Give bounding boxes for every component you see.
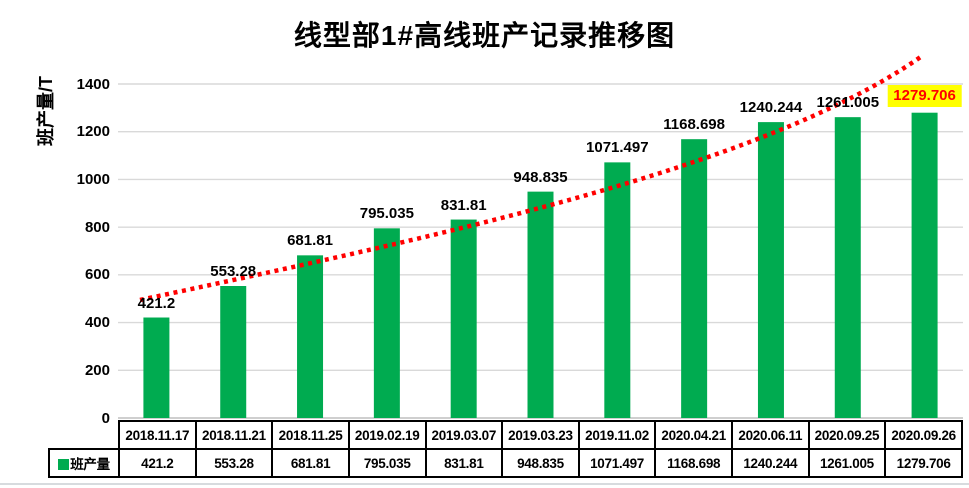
bar-value-label: 681.81 (287, 232, 333, 250)
bar-value-label: 1071.497 (586, 139, 649, 157)
table-value-cell: 1168.698 (654, 448, 733, 478)
table-date-cell: 2019.02.19 (347, 420, 427, 450)
table-value-cell: 1261.005 (807, 448, 887, 478)
window-bottom-edge (0, 483, 969, 485)
y-axis-tick-label: 1200 (76, 123, 110, 141)
bar-value-label: 795.035 (359, 205, 414, 223)
bar (143, 317, 170, 418)
y-axis-tick-label: 200 (84, 361, 110, 379)
table-date-cell: 2020.06.11 (731, 420, 810, 450)
bar (681, 139, 708, 418)
table-value-cell: 1279.706 (884, 448, 963, 478)
table-date-cell: 2020.09.25 (807, 420, 887, 450)
bar (527, 191, 554, 418)
table-value-cell: 831.81 (424, 448, 504, 478)
y-axis-tick-label: 400 (84, 314, 110, 332)
bar (911, 112, 938, 418)
bar-value-label-highlighted: 1279.706 (887, 84, 962, 107)
bar-value-label: 948.835 (513, 168, 568, 186)
data-table: 2018.11.17 2018.11.21 2018.11.25 2019.02.19… (48, 420, 963, 478)
bar-value-label: 421.2 (137, 294, 176, 312)
table-date-cell: 2018.11.17 (118, 420, 197, 450)
bar-value-label: 553.28 (210, 263, 257, 280)
legend-label: 班产量 (70, 457, 110, 472)
table-value-cell: 1071.497 (577, 448, 657, 478)
bar-value-label: 831.81 (440, 196, 487, 214)
table-date-cell: 2019.11.02 (577, 420, 657, 450)
y-axis-tick-label: 0 (101, 409, 110, 427)
corner-cell (49, 421, 119, 449)
table-date-cell: 2018.11.25 (271, 420, 350, 450)
table-legend-cell: 班产量 (48, 448, 120, 478)
y-axis-tick-label: 800 (84, 218, 110, 236)
chart-title: 线型部1#高线班产记录推移图 (293, 20, 676, 51)
table-date-cell: 2018.11.21 (194, 420, 274, 450)
bar (373, 228, 400, 418)
bar-value-label: 1168.698 (663, 116, 725, 134)
table-value-cell: 795.035 (347, 448, 427, 478)
bar (604, 162, 631, 418)
table-value-cell: 681.81 (271, 448, 350, 478)
bar (297, 255, 324, 418)
y-axis-tick-label: 1400 (76, 75, 110, 93)
table-value-cell: 948.835 (501, 448, 580, 478)
y-axis-tick-label: 600 (84, 266, 110, 284)
bar (834, 117, 861, 419)
bar-value-label: 1261.005 (816, 94, 880, 112)
legend-swatch (58, 459, 70, 470)
table-date-cell: 2019.03.23 (501, 420, 580, 450)
bar-value-label: 1240.244 (739, 99, 803, 117)
table-date-cell: 2020.09.26 (884, 420, 963, 450)
y-axis-tick-label: 1000 (76, 170, 110, 188)
table-date-cell: 2020.04.21 (654, 420, 733, 450)
y-axis-title: 班产量/T (36, 76, 56, 146)
table-value-cell: 421.2 (118, 448, 197, 478)
bar (450, 219, 477, 418)
table-value-cell: 1240.244 (731, 448, 810, 478)
table-value-cell: 553.28 (194, 448, 274, 478)
table-date-cell: 2019.03.07 (424, 420, 504, 450)
bar (757, 122, 784, 418)
bar (220, 286, 247, 418)
